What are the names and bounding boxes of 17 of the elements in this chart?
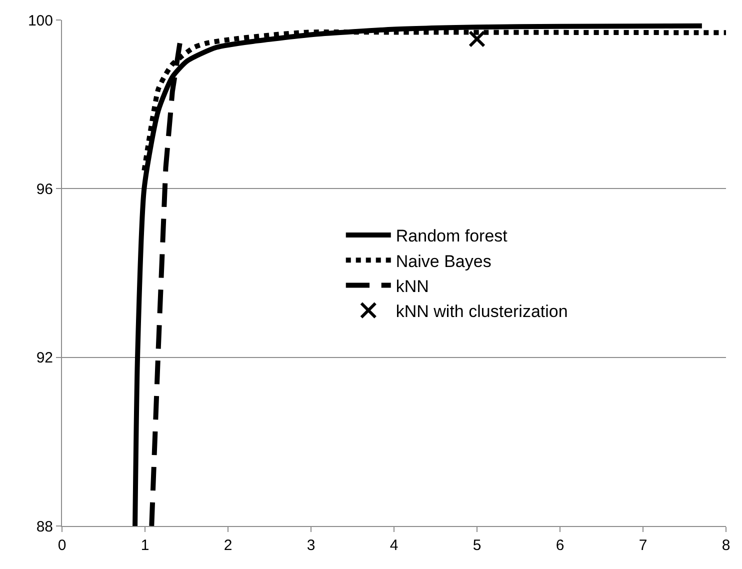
- y-tick-label: 88: [36, 518, 53, 536]
- x-tick-label: 6: [556, 537, 564, 554]
- x-tick-label: 0: [58, 537, 66, 554]
- x-tick-label: 5: [472, 537, 482, 554]
- x-tick-label: 7: [638, 537, 648, 554]
- x-tick-label: 8: [722, 537, 730, 554]
- x-tick-label: 1: [140, 537, 150, 554]
- y-tick-label: 92: [36, 350, 53, 367]
- legend-label: kNN with clusterization: [396, 302, 568, 321]
- x-tick-label: 2: [224, 537, 232, 554]
- legend-label: Naive Bayes: [396, 252, 492, 271]
- x-tick-label: 3: [306, 537, 316, 554]
- y-tick-label: 96: [36, 180, 53, 198]
- x-tick-label: 4: [390, 537, 398, 554]
- legend-label: kNN: [396, 276, 429, 296]
- legend-label: Random forest: [396, 226, 508, 246]
- y-tick-label: 100: [28, 12, 53, 30]
